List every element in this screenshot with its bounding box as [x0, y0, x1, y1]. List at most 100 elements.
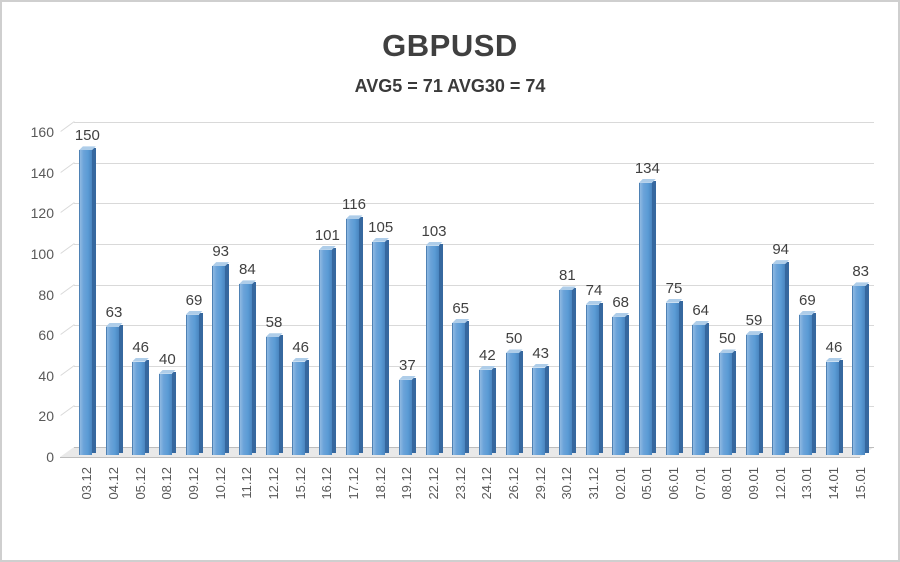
- bar-top-face: [425, 241, 443, 246]
- x-tick-label: 12.01: [772, 467, 788, 500]
- bar-top-face: [478, 365, 496, 370]
- bar-top-face: [505, 349, 523, 354]
- y-tick-label: 160: [30, 124, 54, 140]
- bar-side-face: [598, 302, 603, 453]
- y-tick-label: 100: [30, 245, 54, 262]
- bar-side-face: [358, 217, 363, 453]
- bar-value-label: 63: [105, 304, 123, 322]
- gridline: [60, 161, 874, 173]
- bar-side-face: [811, 312, 816, 453]
- bar-top-face: [185, 310, 203, 315]
- bar-side-face: [545, 365, 550, 453]
- bar-top-face: [638, 178, 656, 183]
- bar-top-face: [745, 331, 763, 336]
- bar-top-face: [532, 363, 550, 368]
- bar-side-face: [438, 243, 443, 453]
- bar-value-label: 50: [718, 330, 736, 348]
- bar: [798, 310, 816, 455]
- bar-front-face: [585, 304, 599, 455]
- bar-top-face: [558, 286, 576, 291]
- bar-top-face: [612, 312, 630, 317]
- bar-value-label: 37: [398, 356, 416, 374]
- bar-front-face: [745, 335, 759, 455]
- bar-value-label: 68: [612, 293, 629, 311]
- y-tick-label: 40: [38, 367, 54, 384]
- bar-front-face: [345, 219, 359, 455]
- bar-front-face: [825, 361, 839, 455]
- x-tick-label: 17.12: [346, 467, 361, 500]
- bar-front-face: [372, 241, 386, 455]
- bar-top-face: [345, 215, 363, 220]
- bar-value-label: 75: [665, 279, 683, 297]
- bar-side-face: [571, 288, 576, 453]
- bar-top-face: [265, 333, 283, 338]
- bar-side-face: [251, 282, 256, 453]
- bar-value-label: 40: [158, 350, 176, 368]
- bar-top-face: [372, 237, 390, 242]
- bar-front-face: [265, 337, 279, 455]
- x-tick-label: 22.12: [426, 467, 441, 500]
- bar-front-face: [132, 361, 146, 455]
- x-tick-label: 06.01: [666, 467, 681, 500]
- bar-side-face: [331, 247, 336, 453]
- bar-front-face: [612, 316, 626, 455]
- gridline: [60, 283, 874, 295]
- bar: [558, 286, 576, 455]
- bar: [78, 146, 96, 455]
- bar-top-face: [718, 349, 736, 354]
- bar-value-label: 84: [238, 261, 256, 279]
- bar-value-label: 74: [585, 281, 603, 299]
- bar-front-face: [478, 369, 492, 455]
- bar-side-face: [838, 359, 843, 453]
- bar-top-face: [692, 321, 710, 325]
- x-tick-label: 31.12: [586, 467, 601, 500]
- bar: [398, 375, 416, 455]
- bar: [772, 260, 790, 455]
- chart-title: GBPUSD: [382, 28, 518, 63]
- bar-front-face: [852, 286, 866, 455]
- bar-front-face: [505, 353, 519, 455]
- bar-top-face: [798, 310, 816, 315]
- gridline-depth-tick: [60, 202, 75, 214]
- x-tick-label: 15.12: [292, 467, 308, 500]
- bar-side-face: [198, 312, 203, 453]
- bar-side-face: [225, 264, 230, 453]
- x-tick-label: 19.12: [399, 467, 415, 500]
- bar-value-label: 46: [292, 338, 309, 356]
- gridline: [60, 242, 874, 254]
- bar-front-face: [532, 367, 546, 455]
- bar-front-face: [158, 373, 172, 455]
- bar-side-face: [651, 180, 656, 453]
- bar-side-face: [758, 333, 763, 453]
- bar-side-face: [91, 148, 96, 453]
- bar-top-face: [825, 357, 843, 362]
- x-tick-label: 08.01: [719, 467, 735, 500]
- bar: [612, 312, 630, 455]
- x-tick-label: 09.12: [186, 467, 201, 500]
- bar-side-face: [625, 314, 630, 453]
- bar-value-label: 103: [421, 222, 447, 240]
- bar-front-face: [692, 325, 706, 455]
- bar-value-label: 134: [634, 159, 660, 177]
- bar-value-label: 105: [368, 218, 394, 236]
- bar: [238, 280, 256, 455]
- bar-value-label: 150: [74, 127, 100, 145]
- bar: [478, 365, 496, 455]
- x-tick-label: 18.12: [372, 467, 388, 500]
- bar: [505, 349, 523, 455]
- bar: [345, 215, 363, 455]
- bar-top-face: [665, 298, 683, 303]
- bar-front-face: [718, 353, 732, 455]
- bar: [585, 300, 603, 455]
- bar-side-face: [118, 325, 123, 453]
- bar-top-face: [585, 300, 603, 305]
- gridline-depth-tick: [60, 405, 75, 417]
- bar-value-label: 93: [212, 243, 229, 261]
- bar-front-face: [398, 379, 412, 455]
- x-tick-label: 11.12: [239, 467, 255, 499]
- x-tick-label: 24.12: [479, 467, 495, 500]
- bar: [638, 178, 656, 455]
- gridline-depth-tick: [60, 364, 75, 376]
- bar-top-face: [158, 369, 176, 374]
- bar-front-face: [558, 290, 572, 455]
